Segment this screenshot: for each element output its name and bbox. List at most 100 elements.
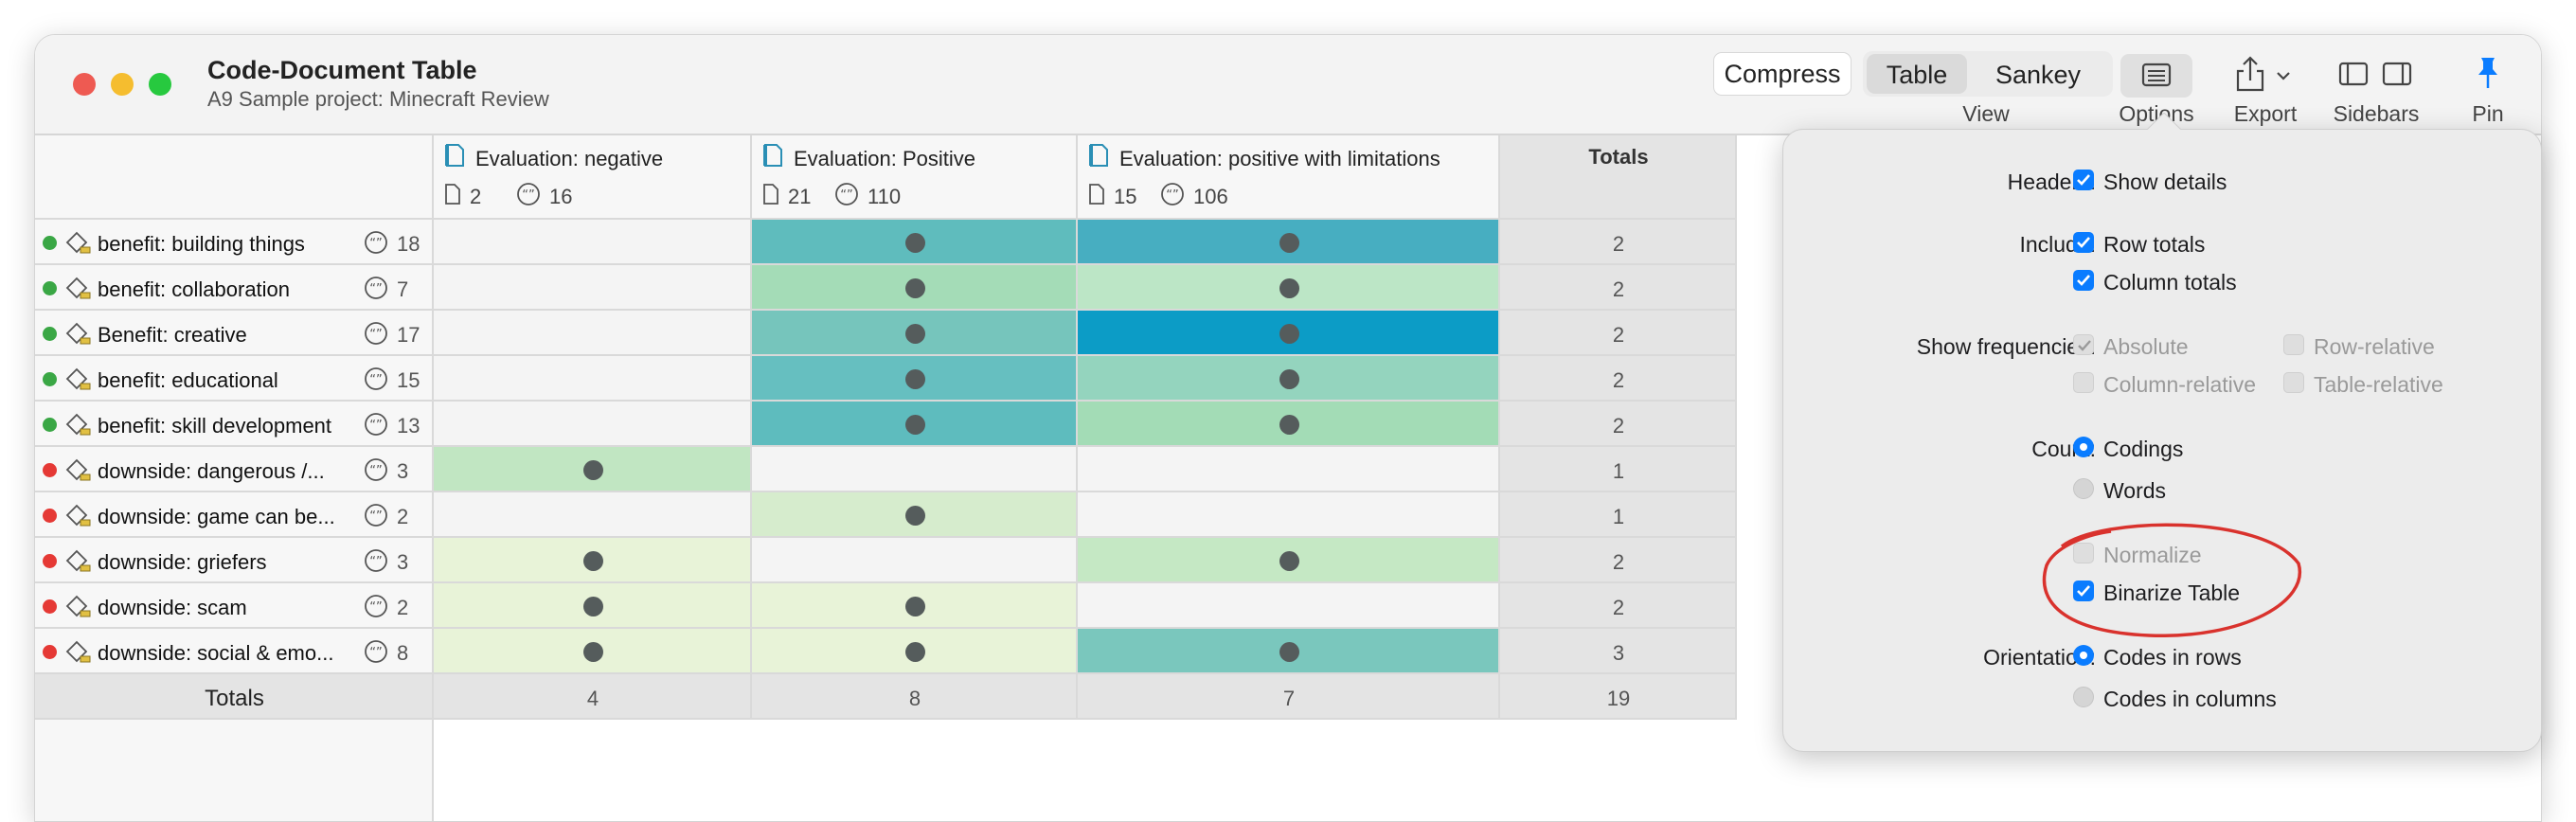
view-sankey-button[interactable]: Sankey: [1995, 61, 2082, 89]
column-total-cell: [752, 674, 1078, 720]
row-code-label: benefit: collaboration: [98, 277, 291, 301]
cooccurrence-dot: [583, 642, 603, 662]
view-table-button[interactable]: Table: [1867, 54, 1967, 94]
code-icon: [63, 501, 92, 534]
row-quotation-count: 18: [397, 232, 420, 256]
column-total-cell: [1078, 674, 1500, 720]
cooccurrence-dot: [905, 369, 925, 389]
code-icon: [63, 365, 92, 398]
quotation-icon: “”: [1159, 181, 1186, 212]
table-row[interactable]: [35, 356, 434, 402]
table-cell[interactable]: [434, 492, 752, 538]
headers-label: Headers:: [2007, 170, 2096, 194]
code-status-dot: [43, 327, 57, 341]
table-row[interactable]: [35, 402, 434, 447]
row-relative-checkbox[interactable]: [2283, 334, 2304, 355]
table-cell[interactable]: [434, 220, 752, 265]
cooccurrence-dot: [905, 415, 925, 435]
column-relative-checkbox[interactable]: [2073, 372, 2094, 393]
table-row[interactable]: [35, 311, 434, 356]
normalize-label: Normalize: [2103, 543, 2202, 567]
quotation-icon: “”: [363, 638, 389, 670]
table-row[interactable]: [35, 447, 434, 492]
checkmark-icon: [2077, 585, 2090, 597]
table-cell[interactable]: [752, 629, 1078, 674]
code-status-dot: [43, 554, 57, 568]
table-cell[interactable]: [1078, 447, 1500, 492]
column-total: 4: [586, 687, 599, 710]
options-button[interactable]: [2120, 54, 2192, 98]
code-icon: [63, 592, 92, 625]
pin-button[interactable]: [2469, 52, 2507, 96]
show-details-checkbox[interactable]: [2073, 170, 2094, 190]
table-cell[interactable]: [752, 447, 1078, 492]
table-row[interactable]: [35, 220, 434, 265]
row-total-cell: [1500, 356, 1737, 402]
svg-text:“”: “”: [369, 282, 382, 296]
cooccurrence-dot: [905, 642, 925, 662]
minimize-window-button[interactable]: [111, 73, 134, 96]
codings-label: Codings: [2103, 437, 2184, 461]
column-title: Evaluation: positive with limitations: [1119, 147, 1440, 170]
sidebars-button[interactable]: [2334, 52, 2416, 96]
normalize-checkbox[interactable]: [2073, 543, 2094, 563]
row-quotation-count: 17: [397, 323, 420, 347]
code-icon: [63, 456, 92, 489]
row-total-cell: [1500, 265, 1737, 311]
orientation-label: Orientation:: [1983, 645, 2096, 670]
svg-text:“”: “”: [1166, 188, 1178, 203]
table-cell[interactable]: [1078, 492, 1500, 538]
grand-total-cell: [1500, 674, 1737, 720]
column-totals-checkbox[interactable]: [2073, 270, 2094, 291]
quotation-icon: “”: [363, 502, 389, 533]
show-frequencies-label: Show frequencies:: [1916, 334, 2096, 359]
column-header[interactable]: [434, 135, 752, 220]
close-window-button[interactable]: [73, 73, 96, 96]
cooccurrence-dot: [1279, 369, 1299, 389]
quotation-icon: “”: [363, 366, 389, 397]
totals-header: Totals: [1588, 145, 1649, 169]
compress-button[interactable]: Compress: [1713, 52, 1852, 96]
code-status-dot: [43, 509, 57, 523]
codings-radio[interactable]: [2073, 437, 2094, 457]
table-row[interactable]: [35, 492, 434, 538]
codes-in-columns-radio[interactable]: [2073, 687, 2094, 707]
codes-in-columns-label: Codes in columns: [2103, 687, 2277, 711]
document-group-icon: [443, 143, 466, 172]
export-button[interactable]: [2225, 52, 2300, 96]
table-cell[interactable]: [434, 356, 752, 402]
zoom-window-button[interactable]: [149, 73, 171, 96]
column-header[interactable]: [1078, 135, 1500, 220]
binarize-table-checkbox[interactable]: [2073, 581, 2094, 601]
row-total: 1: [1612, 459, 1625, 483]
table-cell[interactable]: [1078, 402, 1500, 447]
table-row[interactable]: [35, 538, 434, 583]
table-cell[interactable]: [434, 402, 752, 447]
table-relative-checkbox[interactable]: [2283, 372, 2304, 393]
table-row[interactable]: [35, 583, 434, 629]
table-cell[interactable]: [434, 311, 752, 356]
codes-in-rows-radio[interactable]: [2073, 645, 2094, 666]
svg-text:“”: “”: [369, 328, 382, 342]
row-total-cell: [1500, 629, 1737, 674]
table-row[interactable]: [35, 265, 434, 311]
column-header[interactable]: [752, 135, 1078, 220]
code-status-dot: [43, 599, 57, 614]
table-row[interactable]: [35, 629, 434, 674]
column-total-cell: [434, 674, 752, 720]
column-title: Evaluation: Positive: [794, 147, 975, 170]
popover-arrow: [2145, 113, 2183, 132]
absolute-checkbox[interactable]: [2073, 334, 2094, 355]
row-totals-checkbox[interactable]: [2073, 232, 2094, 253]
cooccurrence-dot: [905, 597, 925, 616]
codes-in-rows-label: Codes in rows: [2103, 645, 2242, 670]
table-cell[interactable]: [1078, 583, 1500, 629]
table-cell[interactable]: [752, 538, 1078, 583]
words-radio[interactable]: [2073, 478, 2094, 499]
svg-text:“”: “”: [369, 237, 382, 251]
sidebars-icon: [2338, 62, 2412, 86]
table-cell[interactable]: [752, 220, 1078, 265]
quotation-icon: “”: [363, 411, 389, 442]
row-total-cell: [1500, 402, 1737, 447]
table-cell[interactable]: [434, 265, 752, 311]
